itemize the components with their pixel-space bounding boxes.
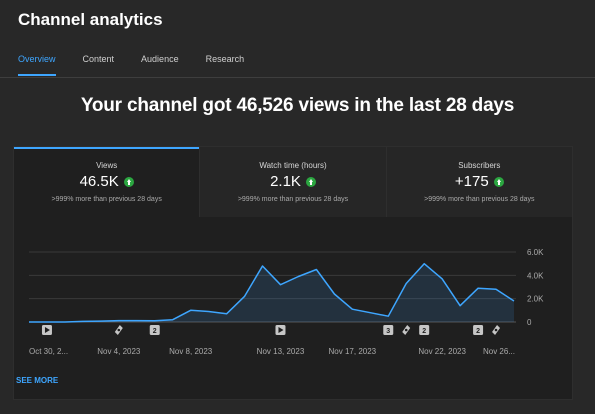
tab-overview[interactable]: Overview bbox=[18, 54, 56, 76]
see-more-link[interactable]: SEE MORE bbox=[16, 376, 59, 385]
x-tick-label: Nov 17, 2023 bbox=[329, 347, 377, 356]
metric-value-row: +175 bbox=[387, 173, 572, 190]
upload-count-label: 2 bbox=[153, 328, 157, 335]
metric-value: +175 bbox=[454, 173, 489, 190]
upload-count-badge bbox=[149, 325, 160, 335]
metric-subscribers[interactable]: Subscribers +175 >999% more than previou… bbox=[386, 147, 572, 217]
x-tick-label: Nov 8, 2023 bbox=[169, 347, 213, 356]
y-tick-label: 6.0K bbox=[527, 248, 544, 257]
metric-value-row: 2.1K bbox=[200, 173, 385, 190]
metric-value-row: 46.5K bbox=[14, 173, 199, 190]
metric-views[interactable]: Views 46.5K >999% more than previous 28 … bbox=[14, 147, 201, 217]
page-header: Channel analytics Overview Content Audie… bbox=[0, 0, 595, 78]
metric-value: 46.5K bbox=[79, 173, 119, 190]
shorts-icon-dot bbox=[404, 328, 408, 332]
arrow-up-icon bbox=[305, 176, 316, 187]
summary-headline: Your channel got 46,526 views in the las… bbox=[80, 95, 515, 116]
play-icon bbox=[278, 327, 284, 333]
x-tick-label: Nov 26... bbox=[483, 347, 515, 356]
x-tick-label: Oct 30, 2... bbox=[29, 347, 68, 356]
metric-label: Views bbox=[96, 161, 118, 170]
metric-change: >999% more than previous 28 days bbox=[237, 196, 349, 203]
upload-count-badge bbox=[383, 325, 394, 335]
y-tick-label: 4.0K bbox=[527, 271, 544, 280]
y-tick-label: 2.0K bbox=[527, 295, 544, 304]
tab-audience[interactable]: Audience bbox=[141, 54, 179, 64]
tab-content[interactable]: Content bbox=[82, 54, 115, 64]
analytics-card: Views 46.5K >999% more than previous 28 … bbox=[13, 146, 573, 400]
series-area bbox=[29, 263, 514, 322]
arrow-up-icon bbox=[123, 176, 134, 187]
arrow-up-icon bbox=[493, 176, 504, 187]
upload-count-badge bbox=[419, 325, 430, 335]
metric-label: Watch time (hours) bbox=[259, 161, 327, 170]
metric-tabs: Views 46.5K >999% more than previous 28 … bbox=[14, 147, 572, 217]
tab-bar: Overview Content Audience Research bbox=[18, 54, 271, 76]
x-tick-label: Nov 13, 2023 bbox=[257, 347, 305, 356]
metric-label: Subscribers bbox=[458, 161, 501, 170]
page-title: Channel analytics bbox=[18, 10, 163, 29]
upload-count-label: 2 bbox=[476, 328, 480, 335]
play-icon bbox=[44, 327, 50, 333]
metric-watch-time[interactable]: Watch time (hours) 2.1K >999% more than … bbox=[200, 147, 387, 217]
upload-count-label: 2 bbox=[422, 328, 426, 335]
upload-count-badge bbox=[473, 325, 484, 335]
tab-research[interactable]: Research bbox=[205, 54, 245, 64]
x-tick-label: Nov 22, 2023 bbox=[418, 347, 466, 356]
metric-change: >999% more than previous 28 days bbox=[424, 196, 535, 203]
metric-change: >999% more than previous 28 days bbox=[51, 196, 162, 203]
shorts-icon-dot bbox=[494, 328, 498, 332]
shorts-icon-dot bbox=[117, 328, 121, 332]
series-line bbox=[29, 262, 515, 323]
y-tick-label: 0 bbox=[527, 318, 532, 327]
metric-value: 2.1K bbox=[270, 173, 301, 190]
x-tick-label: Nov 4, 2023 bbox=[97, 347, 141, 356]
upload-count-label: 3 bbox=[386, 328, 390, 335]
